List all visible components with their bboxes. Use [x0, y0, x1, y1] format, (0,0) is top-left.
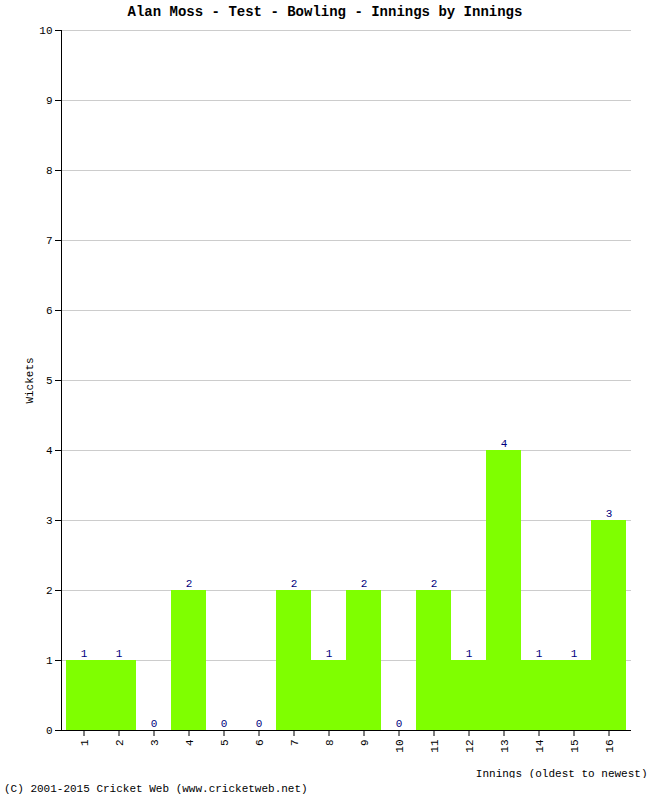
svg-text:2: 2 [361, 578, 368, 590]
svg-text:1: 1 [46, 655, 53, 667]
svg-text:6: 6 [46, 305, 53, 317]
svg-text:2: 2 [186, 578, 193, 590]
svg-text:2: 2 [291, 578, 298, 590]
svg-text:1: 1 [79, 739, 91, 746]
svg-text:4: 4 [46, 445, 53, 457]
svg-text:0: 0 [151, 718, 158, 730]
svg-text:12: 12 [464, 740, 476, 753]
svg-text:4: 4 [184, 739, 196, 746]
svg-text:2: 2 [431, 578, 438, 590]
svg-text:15: 15 [569, 740, 581, 753]
svg-text:7: 7 [46, 235, 53, 247]
svg-text:0: 0 [221, 718, 228, 730]
svg-text:1: 1 [81, 648, 88, 660]
svg-text:16: 16 [604, 740, 616, 753]
svg-text:2: 2 [114, 740, 126, 747]
svg-text:1: 1 [571, 648, 578, 660]
svg-text:4: 4 [501, 438, 508, 450]
svg-text:3: 3 [606, 508, 613, 520]
svg-text:Innings (oldest to newest): Innings (oldest to newest) [476, 768, 648, 779]
svg-text:5: 5 [46, 375, 53, 387]
svg-text:14: 14 [534, 739, 546, 753]
svg-text:13: 13 [499, 740, 511, 753]
svg-text:1: 1 [466, 648, 473, 660]
svg-text:0: 0 [256, 718, 263, 730]
svg-text:9: 9 [46, 95, 53, 107]
svg-text:1: 1 [536, 648, 543, 660]
svg-text:Wickets: Wickets [24, 357, 36, 403]
html-text:(C) 2001-2015 Cricket Web (www: (C) 2001-2015 Cricket Web (www.cricketwe… [4, 783, 308, 795]
svg-text:10: 10 [394, 740, 406, 753]
svg-text:11: 11 [429, 739, 441, 753]
svg-text:7: 7 [289, 740, 301, 747]
svg-text:0: 0 [396, 718, 403, 730]
svg-text:0: 0 [46, 725, 53, 737]
svg-text:10: 10 [39, 25, 52, 37]
svg-text:1: 1 [326, 648, 333, 660]
svg-text:5: 5 [219, 740, 231, 747]
svg-text:6: 6 [254, 740, 266, 747]
svg-text:8: 8 [324, 740, 336, 747]
html-text:Alan Moss - Test - Bowling - I: Alan Moss - Test - Bowling - Innings by … [127, 4, 523, 20]
svg-text:8: 8 [46, 165, 53, 177]
svg-text:1: 1 [116, 648, 123, 660]
svg-text:3: 3 [149, 740, 161, 747]
svg-text:9: 9 [359, 740, 371, 747]
svg-text:2: 2 [46, 585, 53, 597]
svg-text:3: 3 [46, 515, 53, 527]
